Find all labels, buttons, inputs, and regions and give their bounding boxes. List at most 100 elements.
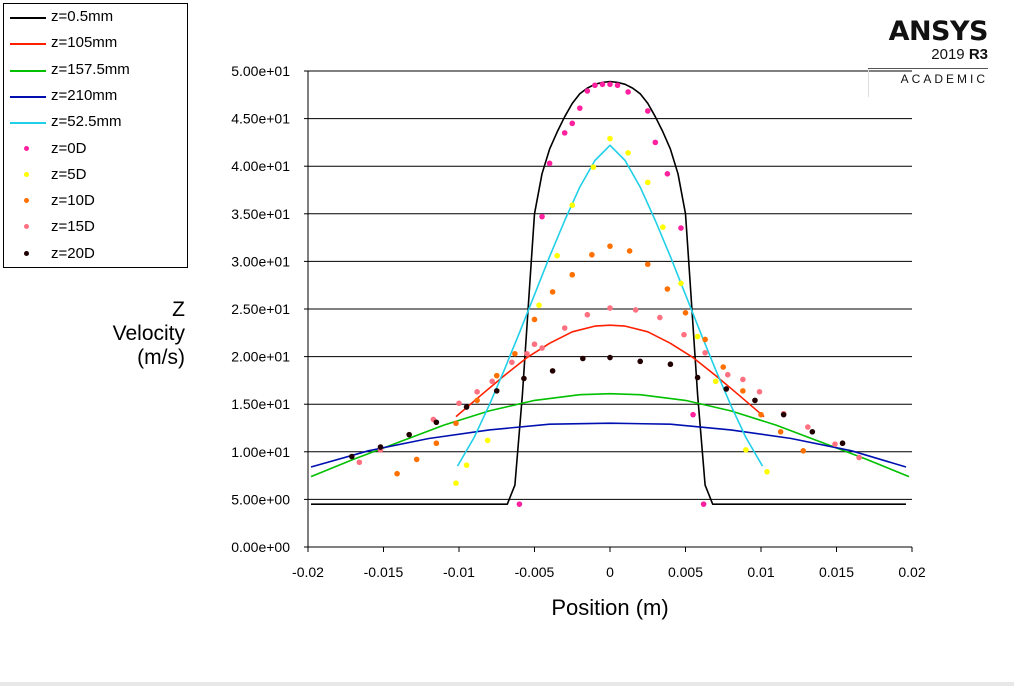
data-point-z-20d bbox=[752, 397, 758, 404]
legend-line-swatch bbox=[10, 43, 46, 46]
data-point-z-15d bbox=[740, 376, 746, 383]
data-point-z-0d bbox=[644, 108, 651, 114]
data-point-z-15d bbox=[657, 314, 663, 321]
window-bottom-edge bbox=[0, 682, 1014, 686]
data-point-z-20d bbox=[348, 453, 355, 460]
data-point-z-0d bbox=[700, 501, 707, 507]
y-axis-label-line-1: Z bbox=[172, 298, 185, 321]
data-point-z-5d bbox=[764, 468, 770, 475]
legend-line-swatch bbox=[10, 122, 46, 125]
data-point-z-10d bbox=[740, 388, 746, 394]
logo-rule bbox=[868, 68, 988, 69]
y-tick-label: 1.50e+01 bbox=[231, 396, 290, 412]
data-point-z-20d bbox=[406, 431, 412, 438]
data-point-z-10d bbox=[433, 440, 440, 447]
legend-item: z=105mm bbox=[4, 32, 184, 56]
x-tick-label: 0.02 bbox=[898, 564, 925, 580]
data-point-z-5d bbox=[712, 378, 719, 385]
data-point-z-0d bbox=[546, 160, 553, 167]
logo-name: ANSYS bbox=[888, 16, 989, 47]
legend-dot-swatch bbox=[24, 224, 29, 230]
data-point-z-0d bbox=[561, 130, 568, 136]
x-tick-label: -0.005 bbox=[515, 564, 555, 580]
y-tick-label: 3.50e+01 bbox=[231, 206, 290, 222]
y-tick-label: 1.00e+01 bbox=[231, 444, 290, 460]
legend-item: z=0.5mm bbox=[4, 6, 184, 30]
data-point-z-5d bbox=[484, 437, 491, 444]
chart-legend: z=0.5mm z=105mm z=157.5mm z=210mm z=52.5mm z=… bbox=[3, 3, 188, 268]
data-point-z-0d bbox=[592, 82, 598, 89]
data-point-z-15d bbox=[856, 454, 862, 461]
data-point-z-10d bbox=[394, 470, 400, 477]
data-point-z-20d bbox=[637, 358, 643, 365]
data-point-z-15d bbox=[607, 305, 613, 311]
y-tick-label: 4.50e+01 bbox=[231, 111, 290, 127]
x-tick-label: 0 bbox=[606, 564, 614, 580]
data-point-z-5d bbox=[463, 462, 470, 468]
y-tick-label: 4.00e+01 bbox=[231, 158, 290, 174]
data-point-z-5d bbox=[569, 202, 576, 209]
y-axis-label-line-3: (m/s) bbox=[137, 346, 185, 369]
legend-dot-swatch bbox=[24, 145, 29, 151]
y-tick-label: 3.00e+01 bbox=[231, 253, 290, 269]
data-point-z-5d bbox=[590, 164, 597, 170]
legend-label: z=0.5mm bbox=[51, 8, 114, 25]
y-tick-label: 2.50e+01 bbox=[231, 301, 290, 317]
data-point-z-10d bbox=[549, 289, 556, 295]
data-point-z-10d bbox=[777, 429, 784, 435]
data-point-z-0d bbox=[516, 501, 523, 507]
data-point-z-10d bbox=[702, 336, 708, 343]
data-point-z-10d bbox=[413, 456, 420, 463]
data-point-z-5d bbox=[607, 135, 613, 142]
data-point-z-0d bbox=[664, 171, 671, 177]
data-point-z-0d bbox=[614, 82, 621, 89]
data-point-z-20d bbox=[521, 375, 527, 382]
data-point-z-10d bbox=[720, 364, 727, 370]
data-point-z-20d bbox=[463, 404, 470, 410]
data-point-z-5d bbox=[660, 224, 666, 230]
data-point-z-10d bbox=[800, 448, 807, 454]
data-point-z-0d bbox=[652, 139, 659, 146]
data-point-z-5d bbox=[554, 252, 560, 259]
legend-item: z=5D bbox=[4, 164, 184, 188]
data-point-z-10d bbox=[607, 243, 613, 249]
data-point-z-15d bbox=[632, 307, 639, 313]
data-point-z-10d bbox=[493, 372, 500, 379]
y-tick-label: 5.00e+01 bbox=[231, 63, 290, 79]
x-tick-label: -0.02 bbox=[292, 564, 324, 580]
legend-line-swatch bbox=[10, 69, 46, 72]
data-point-z-20d bbox=[723, 386, 730, 392]
data-point-z-5d bbox=[644, 179, 651, 186]
legend-label: z=105mm bbox=[51, 34, 118, 52]
data-point-z-20d bbox=[839, 440, 846, 447]
data-point-z-15d bbox=[509, 359, 515, 366]
data-point-z-15d bbox=[539, 345, 545, 351]
legend-dot-swatch bbox=[24, 250, 29, 256]
logo-edition: ACADEMIC bbox=[900, 72, 988, 86]
data-point-z-20d bbox=[809, 429, 816, 435]
data-point-z-10d bbox=[644, 261, 651, 268]
legend-label: z=157.5mm bbox=[51, 60, 130, 78]
data-point-z-0d bbox=[599, 81, 606, 88]
x-tick-label: -0.01 bbox=[443, 564, 475, 580]
logo-divider bbox=[868, 69, 869, 97]
data-point-z-10d bbox=[682, 310, 689, 316]
legend-label: z=210mm bbox=[51, 86, 118, 104]
data-point-z-15d bbox=[356, 459, 363, 466]
data-point-z-5d bbox=[453, 480, 459, 487]
legend-label: z=10D bbox=[51, 192, 95, 210]
data-point-z-5d bbox=[678, 280, 684, 287]
data-point-z-0d bbox=[584, 88, 591, 94]
y-axis-label-line-2: Velocity bbox=[112, 322, 185, 345]
legend-item: z=20D bbox=[4, 243, 184, 267]
legend-item: z=15D bbox=[4, 216, 184, 240]
data-point-z-20d bbox=[580, 355, 586, 362]
data-point-z-10d bbox=[512, 350, 518, 357]
data-point-z-5d bbox=[536, 302, 542, 308]
legend-label: z=20D bbox=[51, 244, 95, 262]
series-line-z-105mm bbox=[455, 324, 765, 418]
data-point-z-5d bbox=[743, 447, 749, 453]
data-point-z-15d bbox=[832, 441, 838, 447]
x-tick-label: 0.01 bbox=[747, 564, 774, 580]
